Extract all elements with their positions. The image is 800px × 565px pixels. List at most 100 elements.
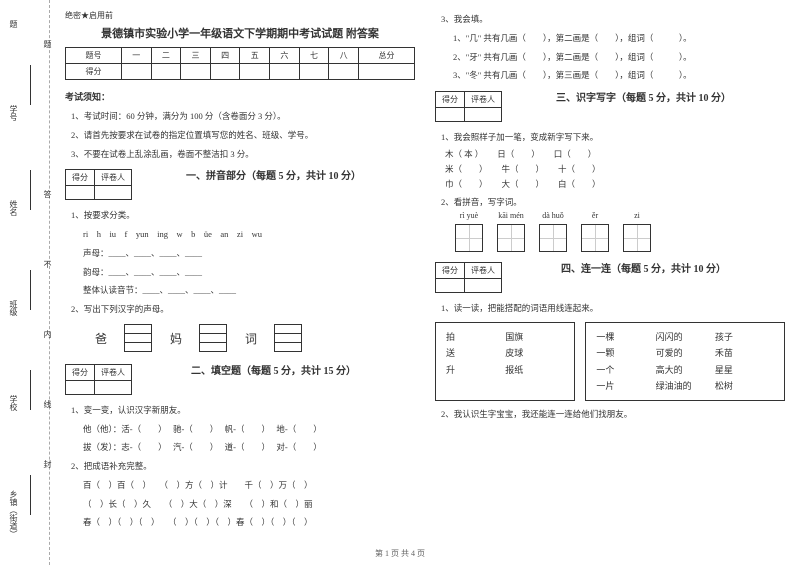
question-text: 3、我会填。 [441,13,785,26]
word-cell: 口（ ） [554,147,597,162]
scorebox-label: 得分 [66,364,95,380]
score-table: 题号 一 二 三 四 五 六 七 八 总分 得分 [65,47,415,80]
scorebox-label: 得分 [436,263,465,279]
word-cell: 米（ ） [445,162,488,177]
fill-line: 3、"冬" 共有几画（ ），第三画是（ ），组词（ ）。 [453,69,785,82]
section-title-2: 二、填空题（每题 5 分，共计 15 分） [132,362,415,377]
left-column: 绝密★启用前 景德镇市实验小学一年级语文下学期期中考试试题 附答案 题号 一 二… [65,10,415,560]
match-boxes: 拍国旗 送皮球 升报纸 一棵闪闪的孩子 一颗可爱的禾苗 一个高大的星星 一片绿油… [435,318,785,405]
match-word: 一片 [596,378,655,394]
binding-label: 乡镇（街道） [8,490,19,538]
word-cell: 大（ ） [502,177,545,192]
word-cell: 日（ ） [497,147,540,162]
fill-line: 他（他）：活-（ ） 驰-（ ） 帆-（ ） 地-（ ） [83,423,415,436]
notice-item: 1、考试时间：60 分钟，满分为 100 分（含卷面分 3 分）。 [71,110,415,123]
scorebox: 得分评卷人 [65,169,132,200]
match-box-right: 一棵闪闪的孩子 一颗可爱的禾苗 一个高大的星星 一片绿油油的松树 [585,322,785,401]
question-text: 1、我会照样子加一笔，变成新字写下来。 [441,131,785,144]
match-word: 孩子 [715,329,774,345]
notice-title: 考试须知： [65,90,415,103]
binding-line [30,475,31,515]
score-header: 二 [151,48,181,64]
char-label: 妈 [170,330,182,347]
match-word: 松树 [715,378,774,394]
word-row: 米（ ） 牛（ ） 十（ ） [445,162,785,177]
match-box-left: 拍国旗 送皮球 升报纸 [435,322,575,401]
table-row: 题号 一 二 三 四 五 六 七 八 总分 [66,48,415,64]
match-word: 禾苗 [715,345,774,361]
fill-line: （ ）长（ ）久 （ ）大（ ）深 （ ）和（ ）丽 [83,498,415,511]
match-word: 升 [446,362,505,378]
scorebox: 得分评卷人 [435,262,502,293]
score-header: 总分 [358,48,414,64]
score-header: 八 [329,48,359,64]
binding-label: 姓名 [8,200,19,216]
match-word: 皮球 [505,345,564,361]
secret-label: 绝密★启用前 [65,10,415,21]
section-title-3: 三、识字写字（每题 5 分，共计 10 分） [502,89,785,104]
score-header: 五 [240,48,270,64]
letter-list: ri h iu f yun ing w b üe an zi wu [83,228,415,241]
match-word: 星星 [715,362,774,378]
question-text: 2、把成语补充完整。 [71,460,415,473]
question-text: 2、我认识生字宝宝，我还能连一连给他们找朋友。 [441,408,785,421]
match-word: 拍 [446,329,505,345]
notice-item: 2、请首先按要求在试卷的指定位置填写您的姓名、班级、学号。 [71,129,415,142]
char-label: 爸 [95,330,107,347]
binding-mark: 题 [8,20,19,28]
tian-box [497,224,525,252]
answer-grid [275,325,302,352]
pinyin-label: kāi mén [497,211,525,220]
page-root: 乡镇（街道） 学校 班级 姓名 学号 题 封 线 内 不 答 题 绝密★启用前 … [0,0,800,565]
score-header: 题号 [66,48,122,64]
word-cell: 白（ ） [558,177,601,192]
section-header: 得分评卷人 三、识字写字（每题 5 分，共计 10 分） [435,87,785,126]
word-cell: 牛（ ） [502,162,545,177]
section-title-4: 四、连一连（每题 5 分，共计 10 分） [502,260,785,275]
scorebox-label: 评卷人 [465,92,502,108]
page-footer: 第 1 页 共 4 页 [0,548,800,559]
tian-box [455,224,483,252]
match-word: 高大的 [656,362,715,378]
binding-mark: 线 [42,400,53,408]
question-text: 1、读一读，把能搭配的词语用线连起来。 [441,302,785,315]
fill-line: 声母：____、____、____、____ [83,247,415,260]
question-text: 1、按要求分类。 [71,209,415,222]
fill-line: 百（ ）百（ ） （ ）方（ ）计 千（ ）万（ ） [83,479,415,492]
binding-mark: 封 [42,460,53,468]
tian-row [455,224,785,252]
scorebox-label: 评卷人 [95,170,132,186]
pinyin-label: ěr [581,211,609,220]
tian-box [581,224,609,252]
binding-label: 学校 [8,395,19,411]
match-word: 一棵 [596,329,655,345]
tian-box [623,224,651,252]
exam-title: 景德镇市实验小学一年级语文下学期期中考试试题 附答案 [65,25,415,41]
section-header: 得分评卷人 四、连一连（每题 5 分，共计 10 分） [435,258,785,297]
section-header: 得分评卷人 二、填空题（每题 5 分，共计 15 分） [65,360,415,399]
tian-box [539,224,567,252]
char-label: 词 [245,330,257,347]
match-word: 一个 [596,362,655,378]
answer-grid [200,325,227,352]
score-header: 三 [181,48,211,64]
section-header: 得分评卷人 一、拼音部分（每题 5 分，共计 10 分） [65,165,415,204]
pinyin-label: zi [623,211,651,220]
score-header: 七 [299,48,329,64]
question-text: 2、看拼音，写字词。 [441,196,785,209]
score-rowlabel: 得分 [66,64,122,80]
binding-mark: 内 [42,330,53,338]
content-columns: 绝密★启用前 景德镇市实验小学一年级语文下学期期中考试试题 附答案 题号 一 二… [50,0,800,565]
match-word: 一颗 [596,345,655,361]
fill-line: 韵母：____、____、____、____ [83,266,415,279]
fill-line: 春（ ）（ ）（ ） （ ）（ ）（ ）春（ ）（ ）（ ） [83,516,415,529]
question-text: 2、写出下列汉字的声母。 [71,303,415,316]
match-word: 国旗 [505,329,564,345]
right-column: 3、我会填。 1、"几" 共有几画（ ），第二画是（ ），组词（ ）。 2、"牙… [435,10,785,560]
binding-mark: 题 [42,40,53,48]
scorebox-label: 得分 [436,92,465,108]
char-grid-row: 爸 妈 词 [95,325,415,352]
score-header: 一 [121,48,151,64]
scorebox: 得分评卷人 [65,364,132,395]
word-row: 木（ 本 ） 日（ ） 口（ ） [445,147,785,162]
